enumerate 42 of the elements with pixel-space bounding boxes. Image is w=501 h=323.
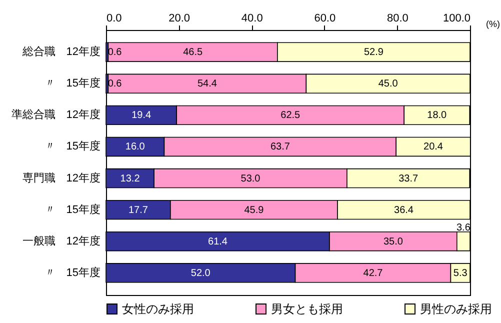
legend-label: 男性のみ採用: [420, 302, 492, 316]
data-label: 19.4: [132, 110, 152, 122]
y-tick-label: 〃 15年度: [44, 140, 100, 153]
data-label: 54.4: [197, 78, 218, 90]
data-label: 52.0: [190, 268, 211, 279]
data-label: 0.6: [108, 47, 122, 58]
data-label: 20.4: [424, 142, 444, 153]
x-tick-label: 0.0: [106, 12, 122, 24]
x-tick-label: 100.0: [442, 12, 470, 24]
x-tick-label: 20.0: [168, 12, 190, 24]
y-tick-label: 〃 15年度: [44, 202, 100, 216]
data-label: 45.9: [244, 204, 264, 216]
data-label: 62.5: [280, 110, 301, 122]
text: (%): [486, 19, 500, 29]
x-tick-label: 60.0: [314, 12, 336, 24]
legend-label: 女性のみ採用: [122, 302, 194, 316]
data-label: 17.7: [128, 204, 148, 216]
data-label: 36.4: [394, 204, 414, 216]
data-label: 42.7: [363, 268, 384, 279]
data-label: 18.0: [427, 110, 448, 122]
data-label: 46.5: [183, 47, 203, 58]
data-label: 33.7: [398, 173, 418, 184]
x-tick-label: 80.0: [386, 12, 408, 24]
data-label: 13.2: [120, 173, 140, 184]
data-label: 3.6: [456, 222, 471, 234]
data-label: 5.3: [453, 268, 468, 279]
data-label: 35.0: [383, 236, 404, 248]
data-label: 61.4: [208, 236, 228, 248]
data-label: 45.0: [378, 78, 398, 90]
data-label: 0.6: [108, 78, 122, 90]
x-tick-label: 40.0: [241, 12, 263, 24]
data-label: 52.9: [364, 47, 384, 58]
data-label: 16.0: [125, 142, 146, 153]
y-tick-label: 総合職 12年度: [21, 45, 100, 58]
y-tick-label: 一般職 12年度: [22, 234, 100, 248]
y-tick-label: 〃 15年度: [44, 76, 100, 90]
y-tick-label: 準総合職 12年度: [11, 108, 100, 122]
y-tick-label: 〃 15年度: [44, 266, 100, 279]
data-label: 53.0: [240, 173, 261, 184]
y-tick-label: 専門職 12年度: [22, 171, 100, 184]
legend-label: 男女とも採用: [271, 302, 343, 316]
data-label: 63.7: [270, 142, 290, 153]
